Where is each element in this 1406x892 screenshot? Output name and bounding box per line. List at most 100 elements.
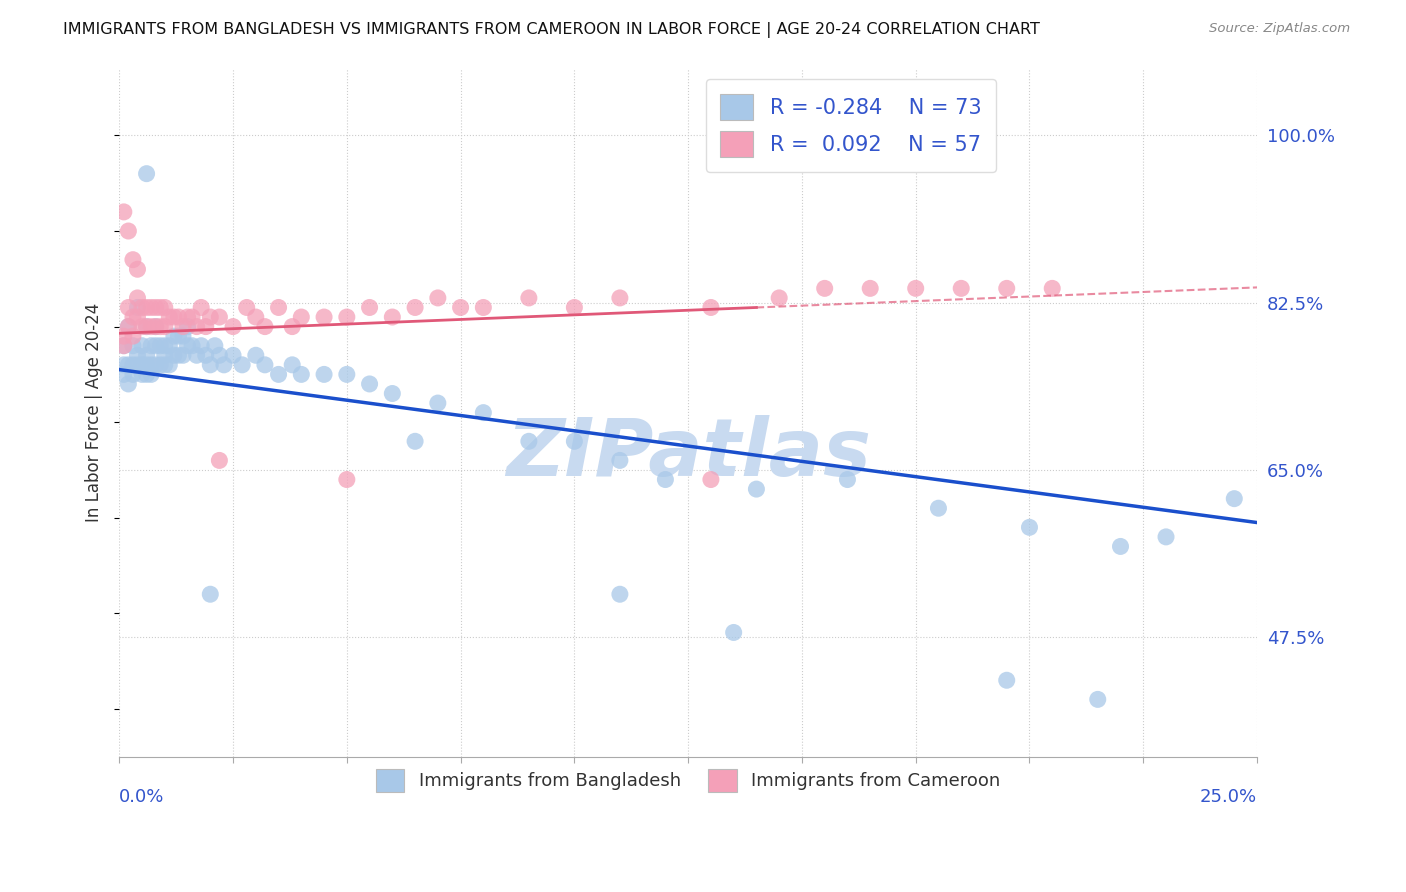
Point — [157, 358, 180, 372]
Point — [190, 339, 212, 353]
Point — [995, 673, 1018, 688]
Point — [112, 205, 135, 219]
Point — [135, 167, 157, 181]
Text: 25.0%: 25.0% — [1199, 788, 1257, 805]
Point — [1040, 281, 1063, 295]
Legend: Immigrants from Bangladesh, Immigrants from Cameroon: Immigrants from Bangladesh, Immigrants f… — [368, 762, 1008, 799]
Point — [1087, 692, 1109, 706]
Point — [135, 368, 157, 382]
Point — [149, 339, 172, 353]
Point — [290, 368, 312, 382]
Point — [149, 301, 172, 315]
Point — [127, 358, 149, 372]
Point — [995, 281, 1018, 295]
Point — [231, 358, 253, 372]
Point — [145, 358, 167, 372]
Point — [167, 310, 190, 324]
Point — [359, 376, 381, 391]
Point — [135, 319, 157, 334]
Point — [139, 358, 162, 372]
Text: 0.0%: 0.0% — [120, 788, 165, 805]
Point — [112, 329, 135, 343]
Point — [208, 453, 231, 467]
Point — [267, 301, 290, 315]
Point — [176, 319, 198, 334]
Point — [1109, 540, 1132, 554]
Point — [139, 339, 162, 353]
Point — [768, 291, 790, 305]
Point — [950, 281, 973, 295]
Point — [135, 301, 157, 315]
Point — [117, 358, 139, 372]
Point — [145, 301, 167, 315]
Point — [186, 319, 208, 334]
Point — [700, 301, 723, 315]
Point — [381, 386, 404, 401]
Point — [312, 310, 335, 324]
Point — [112, 339, 135, 353]
Point — [208, 310, 231, 324]
Point — [212, 358, 235, 372]
Point — [186, 348, 208, 362]
Point — [135, 358, 157, 372]
Point — [122, 252, 145, 267]
Point — [837, 473, 859, 487]
Point — [517, 434, 540, 449]
Point — [172, 319, 194, 334]
Point — [117, 376, 139, 391]
Point — [267, 368, 290, 382]
Point — [904, 281, 927, 295]
Point — [200, 310, 222, 324]
Point — [181, 339, 204, 353]
Point — [253, 319, 276, 334]
Point — [112, 339, 135, 353]
Point — [117, 224, 139, 238]
Point — [153, 358, 176, 372]
Point — [609, 453, 631, 467]
Point — [290, 310, 312, 324]
Point — [336, 310, 359, 324]
Point — [200, 587, 222, 601]
Point — [700, 473, 723, 487]
Point — [127, 301, 149, 315]
Point — [359, 301, 381, 315]
Point — [176, 339, 198, 353]
Point — [245, 348, 267, 362]
Point — [127, 262, 149, 277]
Point — [181, 310, 204, 324]
Point — [163, 310, 186, 324]
Point — [200, 358, 222, 372]
Point — [172, 348, 194, 362]
Point — [204, 339, 226, 353]
Text: ZIPatlas: ZIPatlas — [506, 415, 870, 493]
Point — [117, 319, 139, 334]
Point — [281, 358, 304, 372]
Point — [404, 434, 426, 449]
Point — [112, 368, 135, 382]
Point — [135, 348, 157, 362]
Y-axis label: In Labor Force | Age 20-24: In Labor Force | Age 20-24 — [86, 303, 103, 522]
Point — [564, 301, 586, 315]
Point — [127, 291, 149, 305]
Point — [194, 319, 217, 334]
Point — [927, 501, 949, 516]
Point — [336, 368, 359, 382]
Point — [723, 625, 745, 640]
Point — [153, 319, 176, 334]
Point — [1154, 530, 1177, 544]
Point — [122, 368, 145, 382]
Point — [609, 587, 631, 601]
Point — [404, 301, 426, 315]
Point — [222, 348, 245, 362]
Point — [517, 291, 540, 305]
Point — [139, 368, 162, 382]
Point — [139, 301, 162, 315]
Point — [131, 319, 153, 334]
Point — [1018, 520, 1040, 534]
Point — [145, 319, 167, 334]
Point — [167, 348, 190, 362]
Point — [472, 301, 495, 315]
Point — [153, 301, 176, 315]
Point — [131, 368, 153, 382]
Point — [222, 319, 245, 334]
